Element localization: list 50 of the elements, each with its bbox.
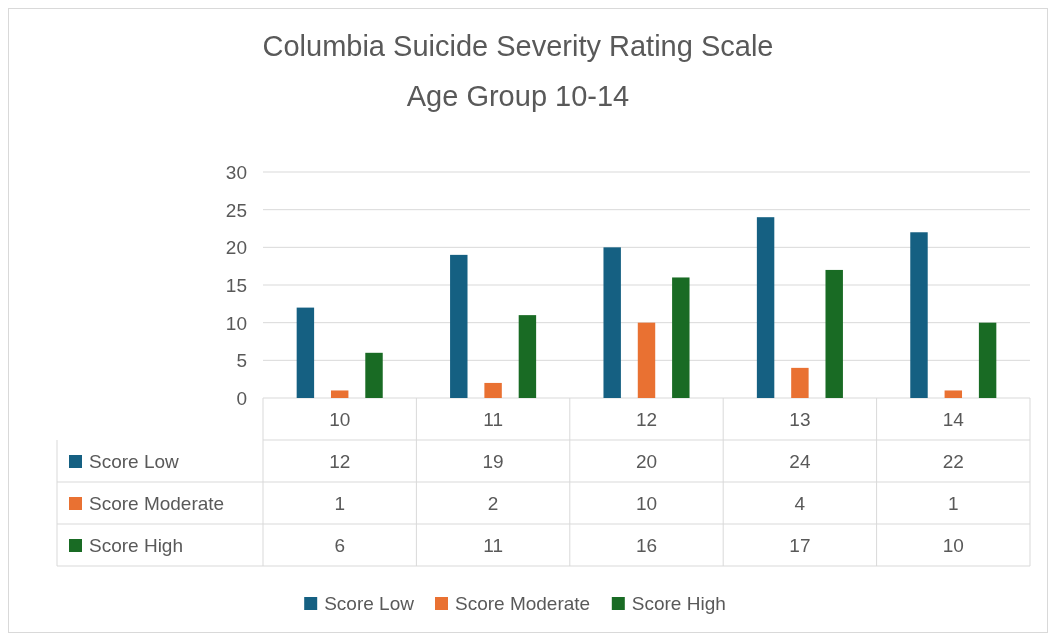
bar (330, 390, 349, 398)
data-label: 17 (789, 535, 811, 556)
x-tick-label: 12 (635, 409, 658, 430)
data-label: 12 (329, 451, 351, 472)
chart-subtitle: Age Group 10-14 (406, 80, 630, 112)
bar (791, 367, 809, 398)
bar (910, 232, 928, 398)
bar (518, 315, 537, 398)
legend-label: Score High (631, 593, 726, 614)
data-label: 24 (789, 451, 811, 472)
bar (296, 307, 315, 398)
bar (756, 217, 775, 398)
data-label: 6 (334, 535, 345, 556)
y-tick-label: 25 (225, 199, 247, 221)
data-label: 1 (948, 493, 959, 514)
bar (944, 390, 963, 398)
data-label: 19 (482, 451, 504, 472)
y-tick-label: 5 (236, 350, 247, 372)
text: Score High (89, 535, 183, 556)
x-tick-label: 10 (329, 409, 351, 430)
text: Score Moderate (455, 593, 591, 614)
x-tick-label: 11 (483, 409, 503, 430)
bar (484, 382, 502, 398)
y-tick-label: 20 (225, 237, 247, 259)
data-label: 10 (635, 493, 658, 514)
data-label: 10 (942, 535, 964, 556)
bar (637, 322, 656, 398)
data-label: 16 (635, 535, 658, 556)
y-tick-label: 15 (225, 275, 247, 296)
data-label: 11 (483, 535, 503, 556)
bar (603, 247, 621, 398)
data-label: 2 (487, 493, 499, 514)
y-tick-label: 10 (225, 312, 247, 334)
y-tick-label: 30 (225, 162, 247, 183)
legend-label: Score Moderate (89, 493, 225, 514)
x-tick-label: 14 (942, 409, 965, 430)
data-label: 1 (334, 493, 345, 514)
text: Score Low (324, 593, 414, 614)
data-label: 22 (942, 451, 964, 472)
chart-title: Columbia Suicide Severity Rating Scale (262, 30, 774, 62)
y-tick-label: 0 (236, 388, 247, 409)
bar (825, 269, 843, 398)
x-tick-label: 13 (789, 409, 811, 430)
bar (672, 277, 690, 398)
data-label: 4 (794, 493, 806, 514)
legend-label: Score Low (89, 451, 180, 472)
bar (450, 254, 468, 398)
bar (365, 352, 383, 398)
data-label: 20 (635, 451, 658, 472)
bar (978, 322, 997, 398)
